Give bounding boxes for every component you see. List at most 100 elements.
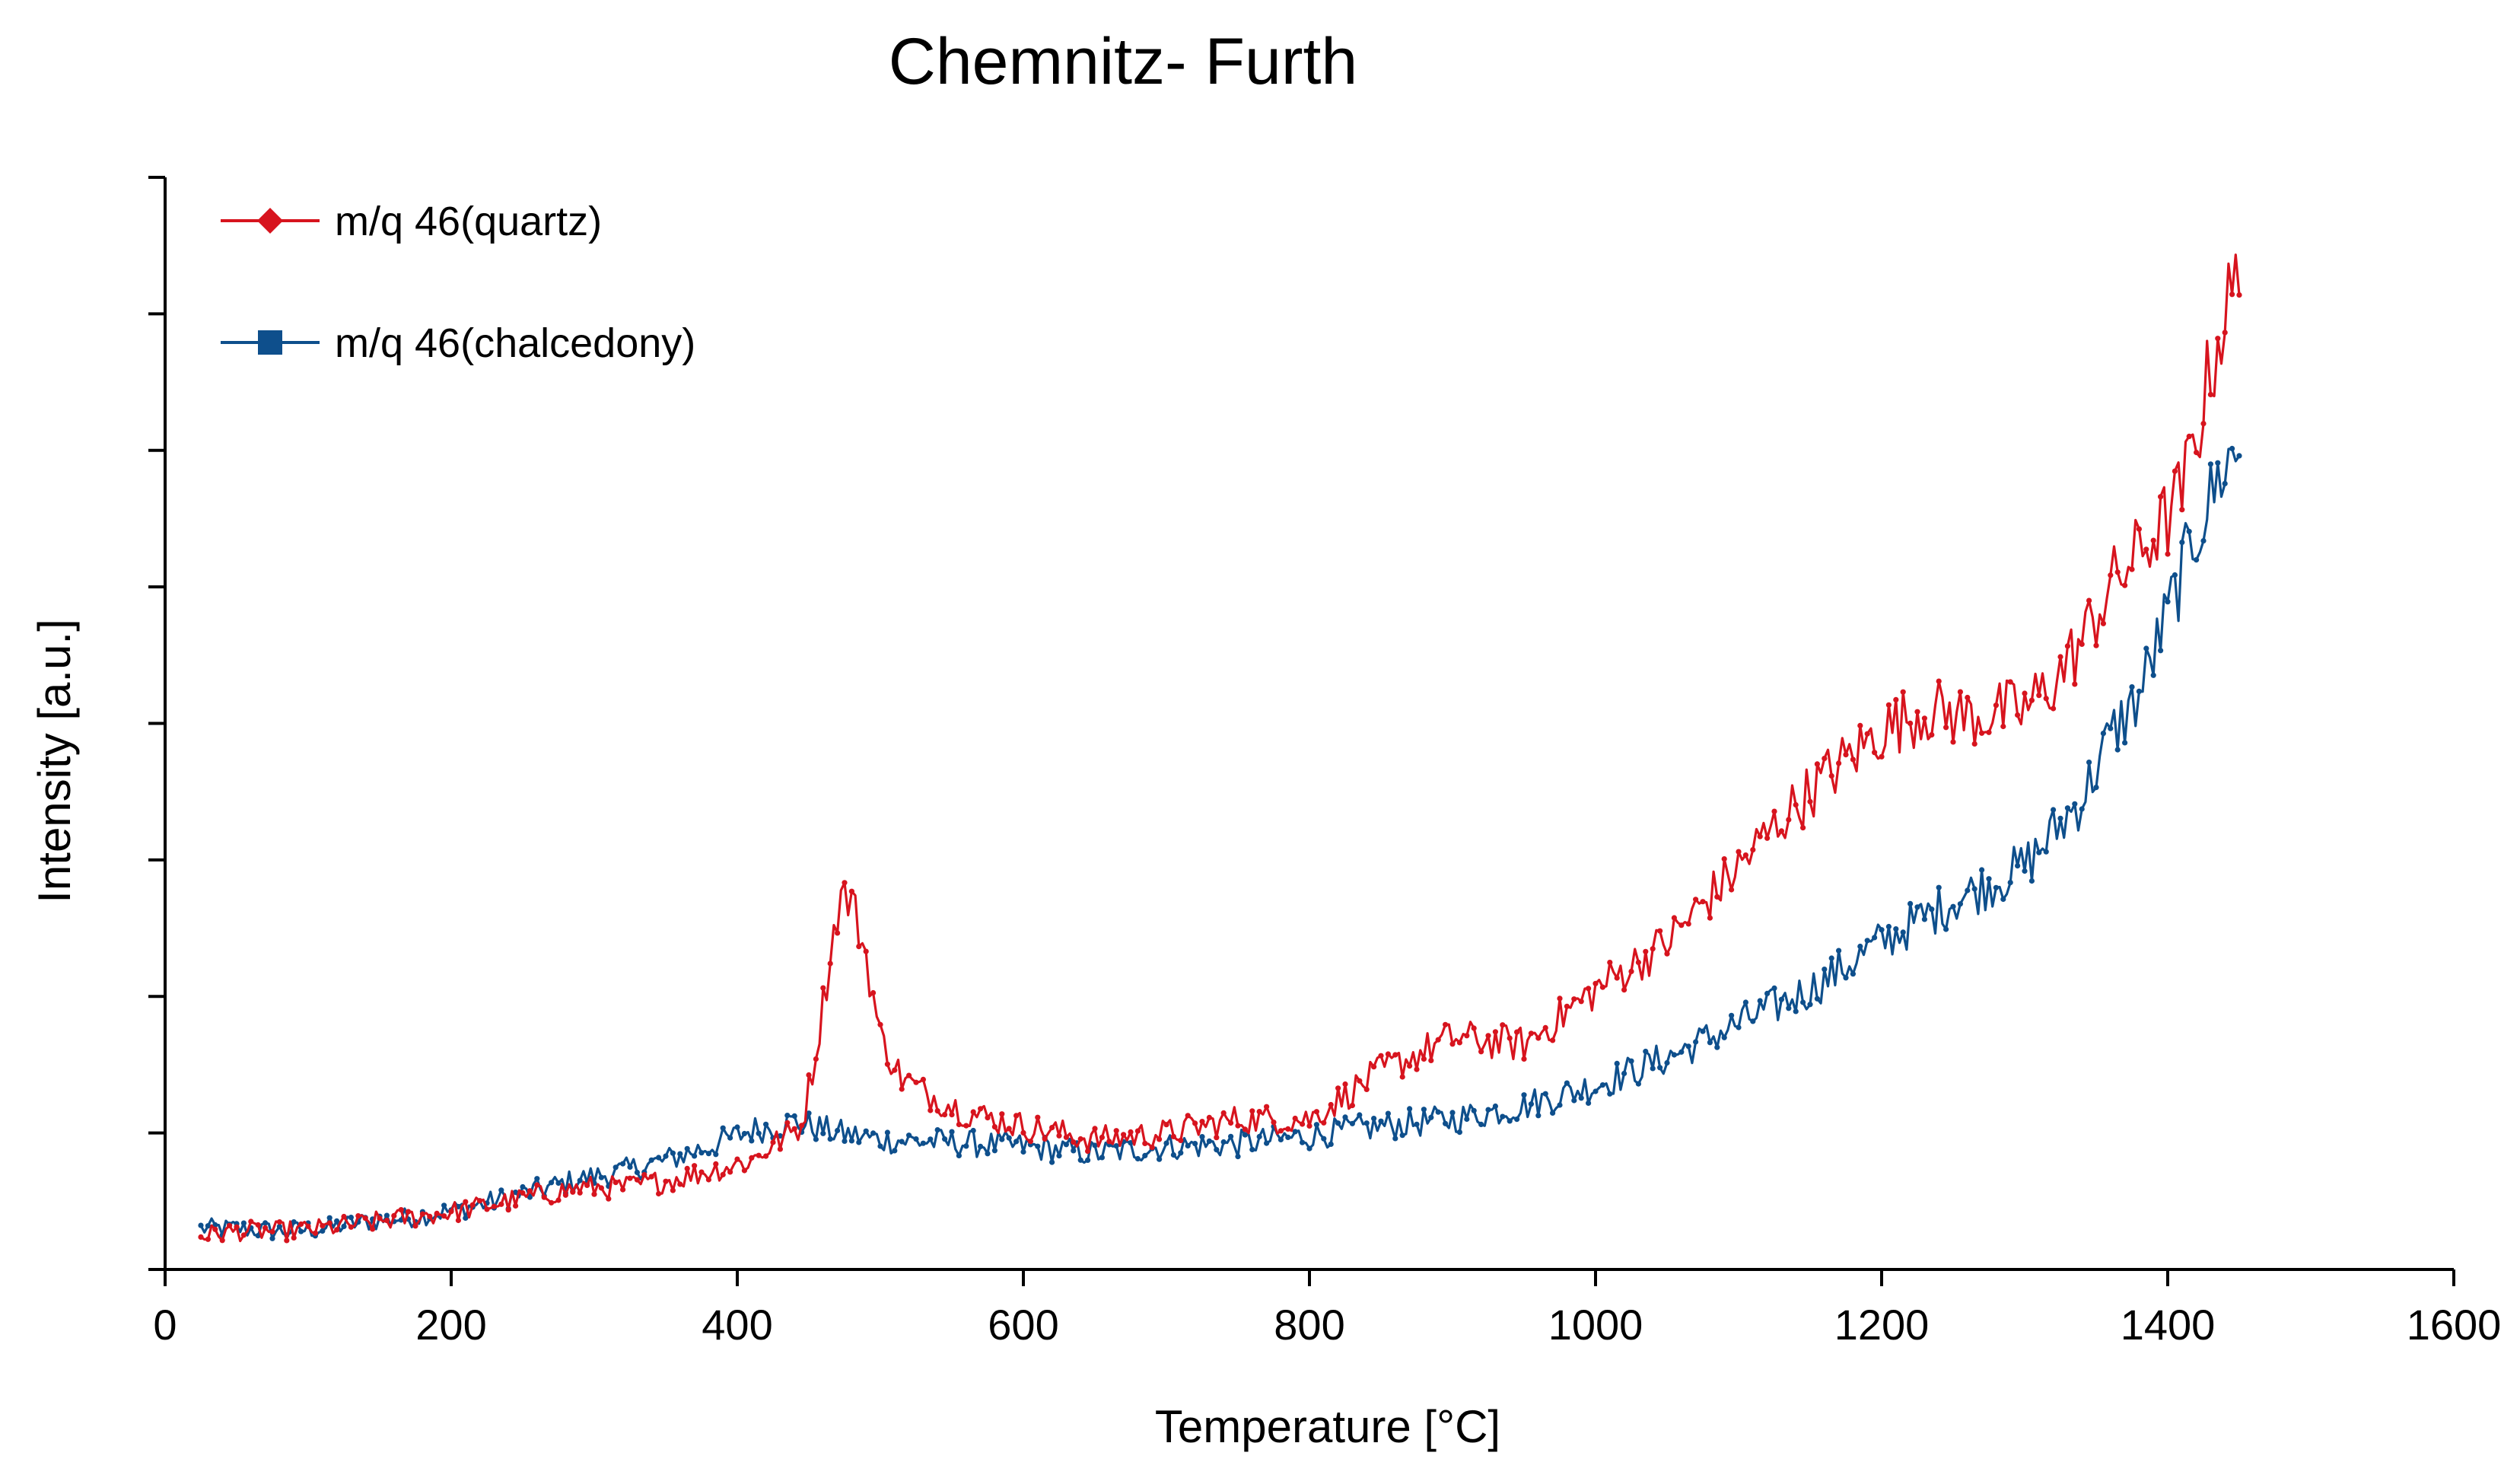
data-point xyxy=(934,1127,940,1133)
data-point xyxy=(1879,753,1885,760)
data-point xyxy=(1500,1113,1506,1120)
data-point xyxy=(1693,897,1699,903)
data-point xyxy=(2207,461,2213,467)
data-point xyxy=(255,1222,261,1228)
data-point xyxy=(1300,1121,1306,1127)
data-point xyxy=(1993,884,1999,890)
data-point xyxy=(2236,453,2242,459)
data-point xyxy=(1242,1132,1248,1138)
data-point xyxy=(1929,906,1935,913)
data-point xyxy=(677,1181,683,1187)
data-point xyxy=(2022,868,2028,874)
data-point xyxy=(1142,1140,1148,1146)
data-point xyxy=(963,1143,969,1149)
data-point xyxy=(727,1169,733,1175)
data-point xyxy=(291,1234,297,1241)
series-line xyxy=(200,253,2241,1243)
data-point xyxy=(1478,1121,1484,1127)
data-point xyxy=(1650,946,1656,952)
data-point xyxy=(1650,1065,1656,1072)
data-point xyxy=(1192,1141,1198,1147)
data-point xyxy=(1592,1088,1599,1094)
data-point xyxy=(1349,1120,1355,1126)
data-point xyxy=(970,1127,976,1134)
data-point xyxy=(1157,1156,1163,1162)
data-point xyxy=(320,1223,326,1229)
data-point xyxy=(1586,1100,1592,1106)
data-point xyxy=(1729,1012,1735,1018)
data-point xyxy=(1178,1137,1184,1143)
x-tick-label: 400 xyxy=(702,1301,772,1349)
data-point xyxy=(999,1111,1005,1117)
data-point xyxy=(240,1232,247,1238)
data-point xyxy=(2222,480,2228,487)
data-point xyxy=(2093,785,2099,791)
data-point xyxy=(2186,528,2192,534)
data-point xyxy=(763,1121,769,1127)
data-point xyxy=(1943,725,1949,731)
data-point xyxy=(1893,926,1899,932)
data-point xyxy=(899,1086,905,1092)
data-point xyxy=(634,1177,641,1183)
data-point xyxy=(412,1223,418,1229)
data-point xyxy=(1879,927,1885,933)
data-point xyxy=(2043,696,2049,702)
data-point xyxy=(813,1136,819,1142)
data-point xyxy=(570,1189,576,1195)
data-point xyxy=(1979,730,1985,736)
data-point xyxy=(741,1167,748,1174)
data-point xyxy=(1900,689,1906,695)
data-point xyxy=(1864,731,1870,737)
data-point xyxy=(1971,886,1978,892)
data-point xyxy=(1321,1120,1327,1126)
data-point xyxy=(227,1222,233,1228)
data-point xyxy=(1908,900,1914,906)
data-point xyxy=(2200,421,2207,427)
data-point xyxy=(1300,1139,1306,1145)
data-point xyxy=(549,1180,555,1186)
data-point xyxy=(1443,1120,1449,1126)
data-point xyxy=(1249,1108,1255,1114)
data-point xyxy=(985,1115,991,1121)
data-point xyxy=(870,1130,877,1136)
data-point xyxy=(398,1207,404,1213)
data-point xyxy=(212,1226,218,1232)
data-point xyxy=(1006,1126,1012,1132)
data-point xyxy=(942,1136,948,1142)
data-point xyxy=(978,1143,984,1149)
data-point xyxy=(1428,1057,1434,1063)
data-point xyxy=(527,1194,533,1200)
data-point xyxy=(1328,1141,1334,1147)
data-point xyxy=(1363,1120,1370,1126)
data-point xyxy=(598,1174,605,1180)
data-point xyxy=(1392,1052,1398,1058)
data-point xyxy=(1965,694,1971,701)
data-point xyxy=(820,985,826,991)
data-point xyxy=(1514,1116,1520,1123)
data-point xyxy=(1700,1028,1706,1034)
data-point xyxy=(1421,1107,1427,1113)
data-point xyxy=(355,1213,361,1219)
data-point xyxy=(985,1151,991,1157)
data-point xyxy=(1900,929,1906,935)
data-point xyxy=(348,1215,354,1221)
data-point xyxy=(612,1180,619,1186)
data-point xyxy=(549,1199,555,1206)
data-point xyxy=(2200,538,2207,544)
data-point xyxy=(1206,1138,1212,1144)
data-point xyxy=(1306,1145,1312,1152)
data-point xyxy=(498,1187,504,1193)
data-point xyxy=(1385,1110,1391,1116)
data-point xyxy=(1986,729,1992,735)
data-point xyxy=(1271,1120,1277,1126)
data-point xyxy=(1857,722,1863,729)
data-point xyxy=(612,1164,619,1171)
data-point xyxy=(1399,1132,1405,1139)
data-point xyxy=(1671,915,1677,921)
data-point xyxy=(2000,723,2006,730)
data-point xyxy=(1714,1044,1720,1050)
data-point xyxy=(1042,1136,1048,1142)
data-point xyxy=(1228,1120,1234,1126)
data-point xyxy=(1965,887,1971,893)
x-tick-label: 1400 xyxy=(2121,1301,2216,1349)
